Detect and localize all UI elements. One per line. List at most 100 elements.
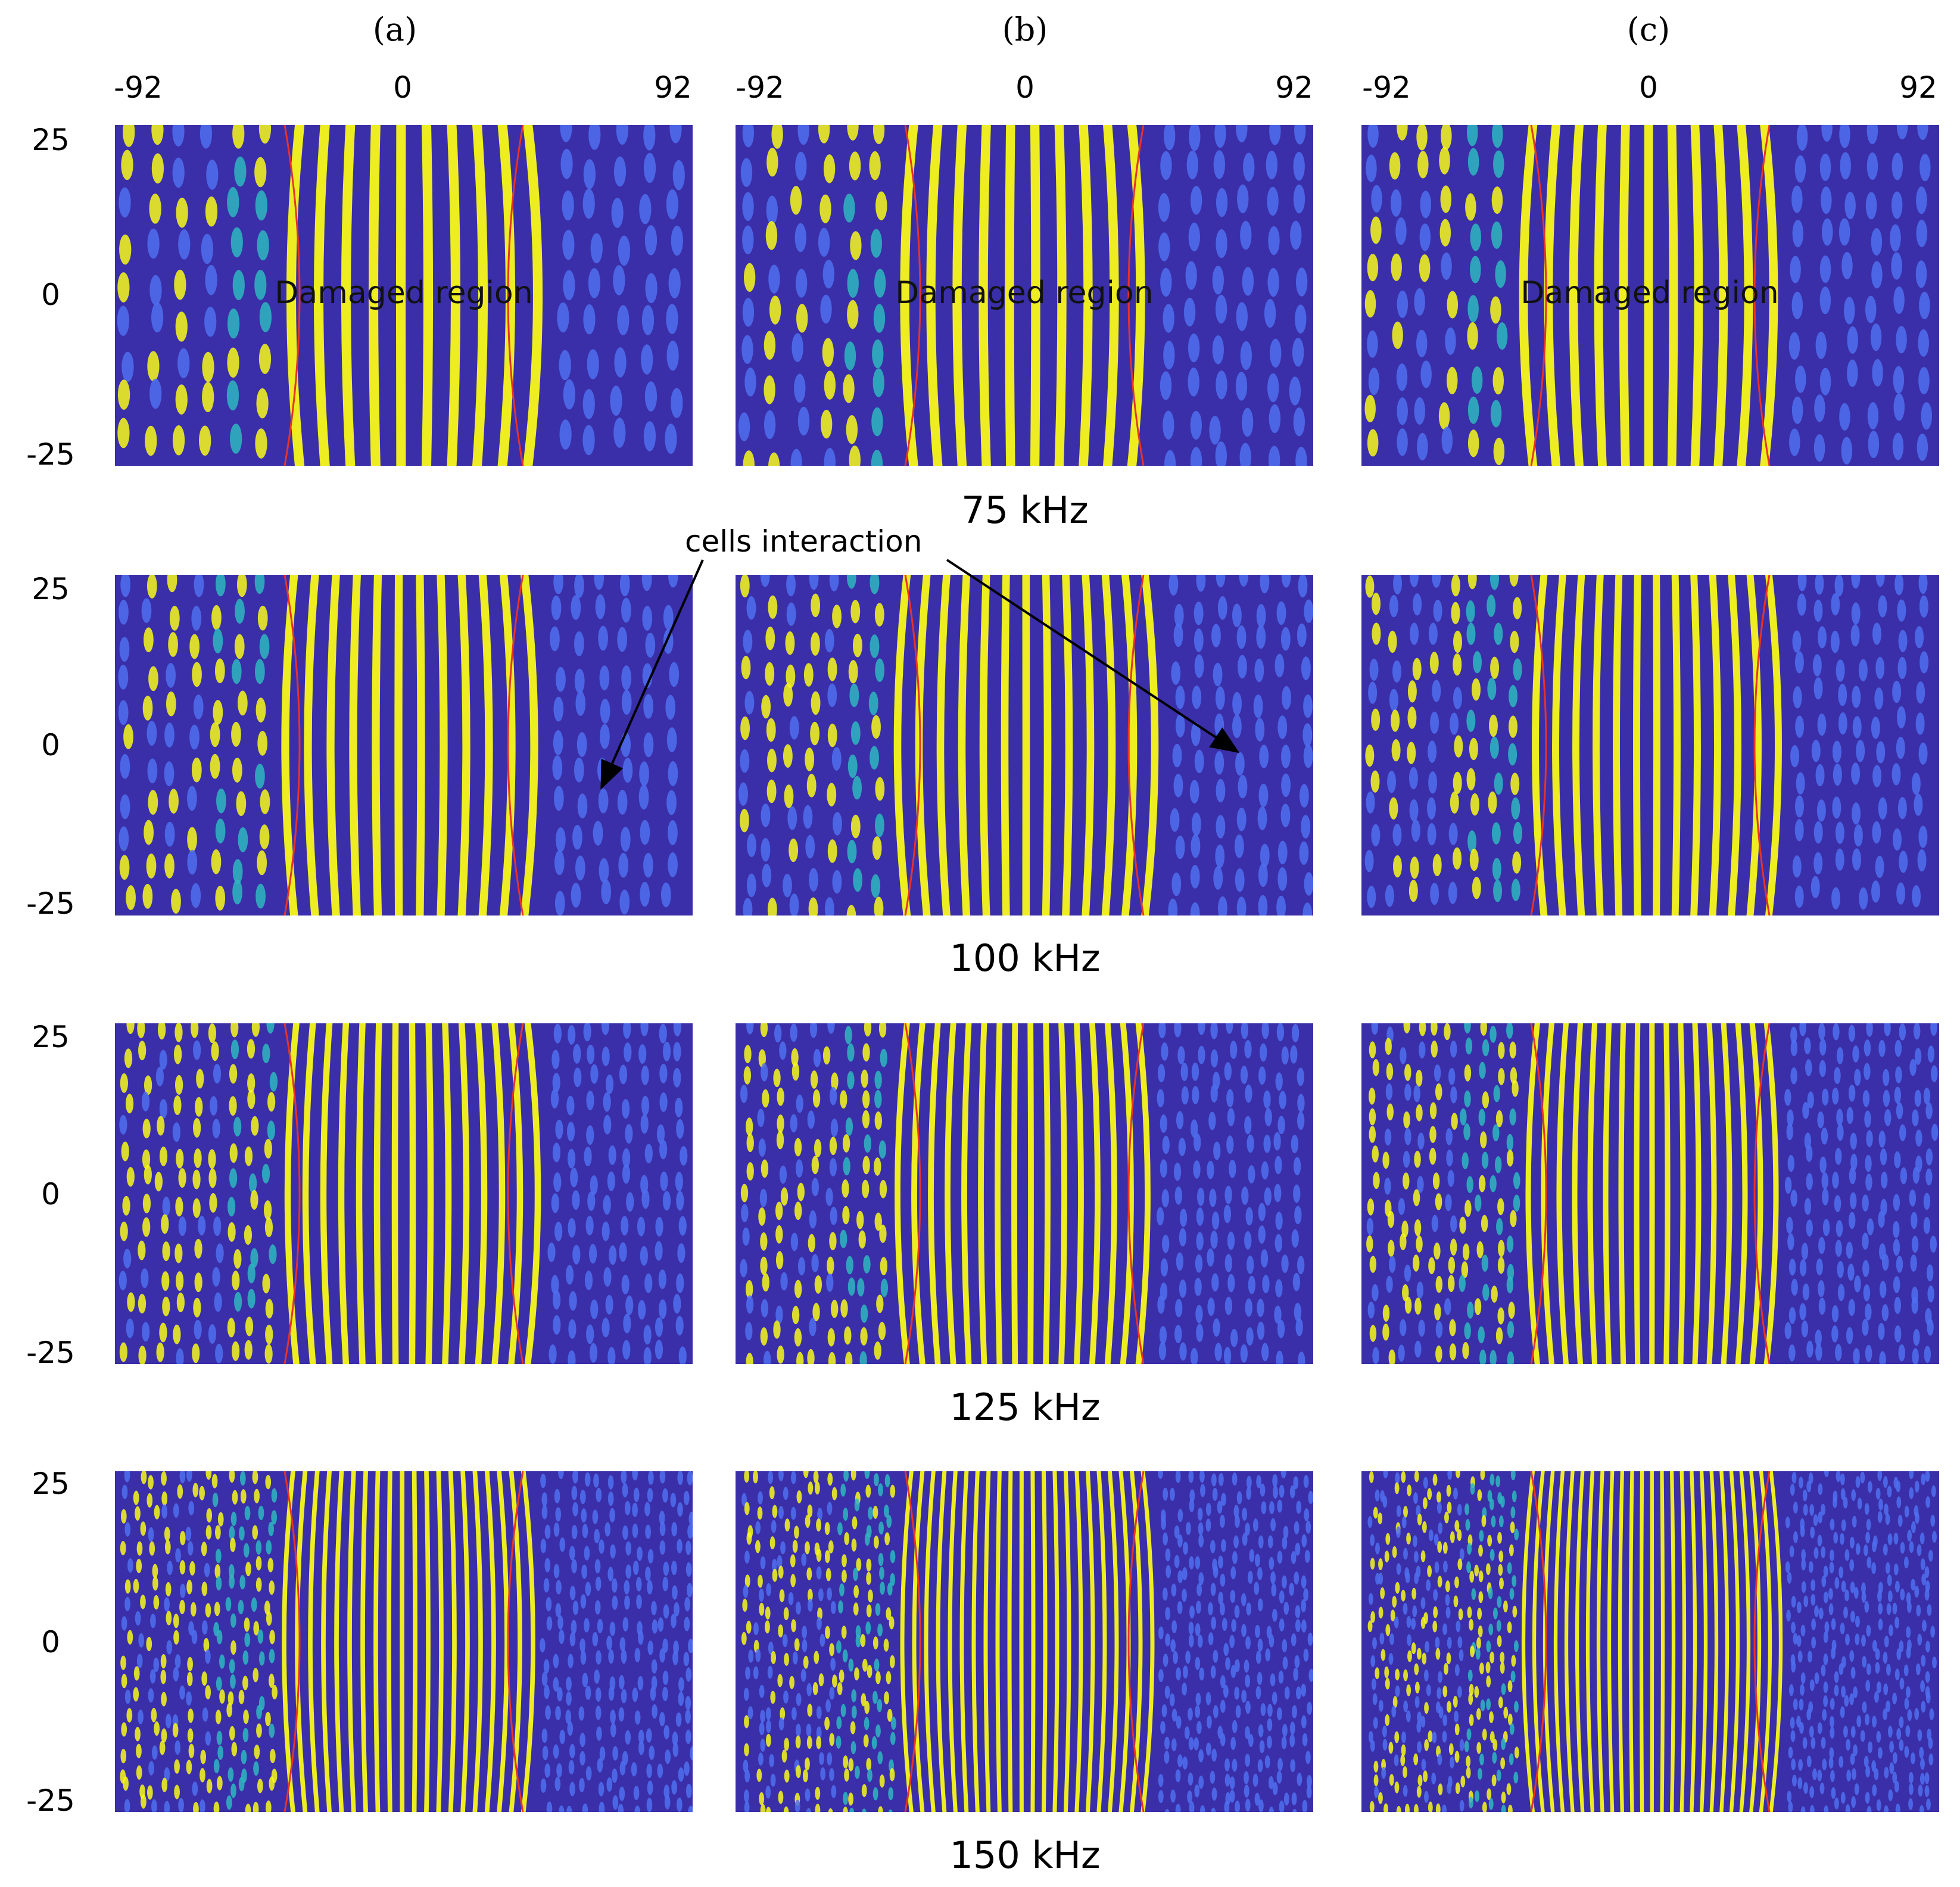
wave-blob	[1404, 1128, 1411, 1145]
wave-blob	[659, 1023, 667, 1044]
wave-blob	[1839, 1533, 1844, 1545]
wave-blob	[227, 1318, 235, 1338]
wave-blob	[544, 1558, 551, 1573]
wave-blob	[1189, 125, 1201, 151]
wave-blob	[606, 1636, 612, 1651]
wave-blob	[1388, 1742, 1394, 1754]
wave-blob	[758, 1491, 763, 1505]
wave-blob	[792, 1062, 800, 1081]
wave-blob	[1453, 630, 1462, 653]
wave-blob	[871, 407, 883, 437]
wave-blob	[829, 1768, 834, 1782]
wave-blob	[1267, 1704, 1273, 1717]
wave-blob	[1481, 1151, 1489, 1169]
wave-blob	[758, 1049, 766, 1068]
frequency-label-75: 75 kHz	[961, 488, 1089, 532]
wave-blob	[768, 1641, 774, 1655]
wave-blob	[1911, 1235, 1919, 1253]
wave-blob	[1476, 1241, 1484, 1259]
wave-blob	[1395, 1668, 1400, 1681]
panel-r1-b	[736, 125, 1313, 466]
wavefront	[412, 1471, 417, 1812]
wave-blob	[1872, 1640, 1877, 1652]
wave-blob	[678, 1691, 684, 1707]
wave-blob	[160, 1654, 167, 1669]
wave-blob	[229, 1096, 237, 1116]
wave-blob	[866, 1558, 872, 1572]
wave-blob	[1790, 1484, 1795, 1496]
wavefield-plot	[738, 575, 1313, 916]
wave-blob	[1386, 1103, 1394, 1121]
wave-blob	[133, 1490, 139, 1505]
wave-blob	[621, 665, 632, 690]
wave-blob	[1198, 1749, 1204, 1763]
wave-blob	[136, 1541, 143, 1556]
wave-blob	[1464, 1322, 1471, 1340]
wave-blob	[1822, 1188, 1829, 1206]
wavefield-plot	[738, 125, 1308, 466]
wave-blob	[1417, 1711, 1422, 1724]
wave-blob	[639, 194, 652, 225]
wave-blob	[1815, 331, 1827, 359]
wave-blob	[1850, 1726, 1856, 1738]
wave-blob	[242, 1727, 249, 1743]
damage-boundary	[904, 575, 921, 916]
wave-blob	[1846, 1107, 1854, 1125]
wave-blob	[852, 1516, 858, 1530]
wave-blob	[1470, 1645, 1475, 1658]
wave-blob	[1510, 1471, 1516, 1481]
wave-blob	[1295, 1605, 1301, 1618]
wave-blob	[1453, 1595, 1459, 1608]
wave-blob	[126, 1167, 135, 1187]
wave-blob	[1198, 1534, 1204, 1547]
wave-blob	[1158, 1626, 1164, 1640]
wavefront	[394, 575, 403, 916]
wave-blob	[847, 1071, 855, 1089]
wave-blob	[1194, 654, 1204, 678]
wave-blob	[662, 1686, 668, 1702]
wave-blob	[889, 1616, 895, 1630]
wave-blob	[188, 1500, 195, 1516]
wave-blob	[1480, 1471, 1485, 1481]
wave-blob	[1899, 1124, 1906, 1142]
wave-blob	[229, 1525, 235, 1540]
wave-blob	[794, 223, 806, 253]
wave-blob	[1446, 1484, 1451, 1497]
wave-blob	[559, 1537, 566, 1552]
wave-blob	[146, 1636, 152, 1652]
wave-blob	[823, 154, 836, 183]
wave-blob	[1809, 1786, 1815, 1798]
wave-blob	[1906, 1646, 1911, 1659]
wave-blob	[814, 1139, 822, 1157]
wave-blob	[1391, 1705, 1397, 1718]
wave-blob	[1373, 1506, 1378, 1519]
wave-blob	[1500, 1651, 1505, 1664]
wave-blob	[643, 732, 654, 758]
wave-blob	[1188, 1471, 1194, 1483]
wave-blob	[1865, 1792, 1870, 1804]
wave-blob	[1917, 1633, 1922, 1646]
wave-blob	[1370, 1655, 1376, 1667]
wave-blob	[229, 1143, 238, 1163]
wave-blob	[768, 1471, 774, 1484]
wave-blob	[142, 1217, 151, 1237]
wave-blob	[1921, 1473, 1926, 1486]
wave-blob	[1924, 1566, 1930, 1578]
wave-blob	[200, 1749, 206, 1764]
wave-blob	[550, 626, 560, 652]
wave-blob	[861, 1693, 867, 1707]
wave-blob	[1467, 830, 1477, 853]
wave-blob	[1899, 1716, 1904, 1729]
wave-blob	[1371, 708, 1381, 731]
wave-blob	[1801, 1243, 1809, 1260]
wave-blob	[1850, 1611, 1855, 1623]
wave-blob	[1862, 1319, 1869, 1336]
wave-blob	[1501, 1804, 1506, 1812]
wave-blob	[1396, 1563, 1401, 1575]
wave-blob	[1395, 1526, 1401, 1539]
wave-blob	[1304, 1549, 1310, 1563]
wave-blob	[582, 1673, 588, 1687]
wave-blob	[161, 1777, 168, 1792]
wave-blob	[794, 1525, 799, 1539]
wave-blob	[213, 1758, 220, 1774]
